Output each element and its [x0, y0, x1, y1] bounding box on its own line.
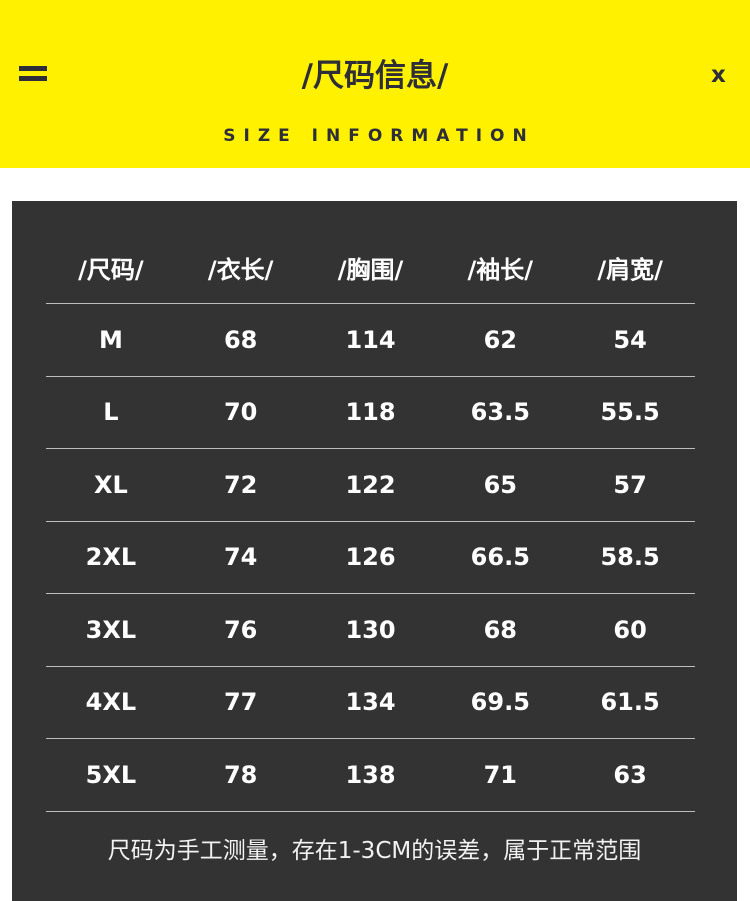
table-row: XL 72 122 65 57 [46, 449, 695, 522]
size-chart-panel: /尺码/ /衣长/ /胸围/ /袖长/ /肩宽/ M 68 114 62 54 L 70 11… [12, 201, 737, 901]
table-cell: 58.5 [600, 543, 660, 572]
table-row: 4XL 77 134 69.5 61.5 [46, 667, 695, 739]
column-header: /衣长/ [207, 255, 274, 284]
table-cell: 122 [345, 470, 396, 499]
size-table: /尺码/ /衣长/ /胸围/ /袖长/ /肩宽/ M 68 114 62 54 L 70 11… [46, 231, 695, 812]
table-row: 5XL 78 138 71 63 [46, 739, 695, 812]
table-header-row: /尺码/ /衣长/ /胸围/ /袖长/ /肩宽/ [46, 231, 695, 304]
table-cell: 66.5 [470, 543, 530, 572]
table-cell: 72 [223, 470, 258, 499]
table-cell: M [98, 325, 123, 354]
column-header: /尺码/ [78, 255, 144, 284]
table-cell: 74 [223, 543, 258, 572]
table-cell: 54 [613, 325, 647, 354]
hamburger-icon[interactable] [19, 66, 47, 82]
table-cell: XL [94, 470, 128, 499]
table-cell: 69.5 [470, 688, 530, 717]
header-banner: /尺码信息/ x SIZE INFORMATION [0, 0, 750, 168]
table-cell: 68 [483, 615, 517, 644]
table-cell: 60 [613, 615, 647, 644]
table-cell: 78 [223, 760, 258, 789]
table-cell: 2XL [85, 543, 137, 572]
table-row: M 68 114 62 54 [46, 304, 695, 377]
table-cell: 138 [345, 760, 396, 789]
measurement-note: 尺码为手工测量，存在1-3CM的误差，属于正常范围 [107, 838, 642, 864]
table-cell: 134 [345, 688, 396, 717]
table-cell: 77 [223, 688, 258, 717]
table-cell: 76 [223, 615, 258, 644]
column-header: /袖长/ [467, 255, 534, 284]
table-cell: 130 [345, 615, 396, 644]
table-cell: 57 [613, 470, 647, 499]
table-cell: 118 [345, 398, 396, 427]
table-row: L 70 118 63.5 55.5 [46, 377, 695, 449]
table-cell: 71 [483, 760, 517, 789]
page-title: /尺码信息/ [301, 58, 449, 94]
close-icon[interactable]: x [711, 62, 726, 88]
table-cell: 68 [223, 325, 258, 354]
table-cell: 65 [483, 470, 517, 499]
table-cell: 55.5 [600, 398, 660, 427]
page-subtitle: SIZE INFORMATION [223, 126, 535, 146]
table-cell: 63 [613, 760, 647, 789]
column-header: /胸围/ [337, 255, 404, 284]
table-cell: 61.5 [600, 688, 660, 717]
table-cell: L [103, 398, 119, 427]
table-cell: 126 [345, 543, 396, 572]
table-cell: 63.5 [470, 398, 530, 427]
table-cell: 114 [345, 325, 396, 354]
table-cell: 70 [223, 398, 258, 427]
table-row: 2XL 74 126 66.5 58.5 [46, 522, 695, 594]
column-header: /肩宽/ [597, 255, 663, 284]
table-row: 3XL 76 130 68 60 [46, 594, 695, 667]
table-cell: 62 [483, 325, 517, 354]
table-cell: 5XL [85, 760, 137, 789]
table-cell: 3XL [85, 615, 137, 644]
table-cell: 4XL [85, 688, 137, 717]
